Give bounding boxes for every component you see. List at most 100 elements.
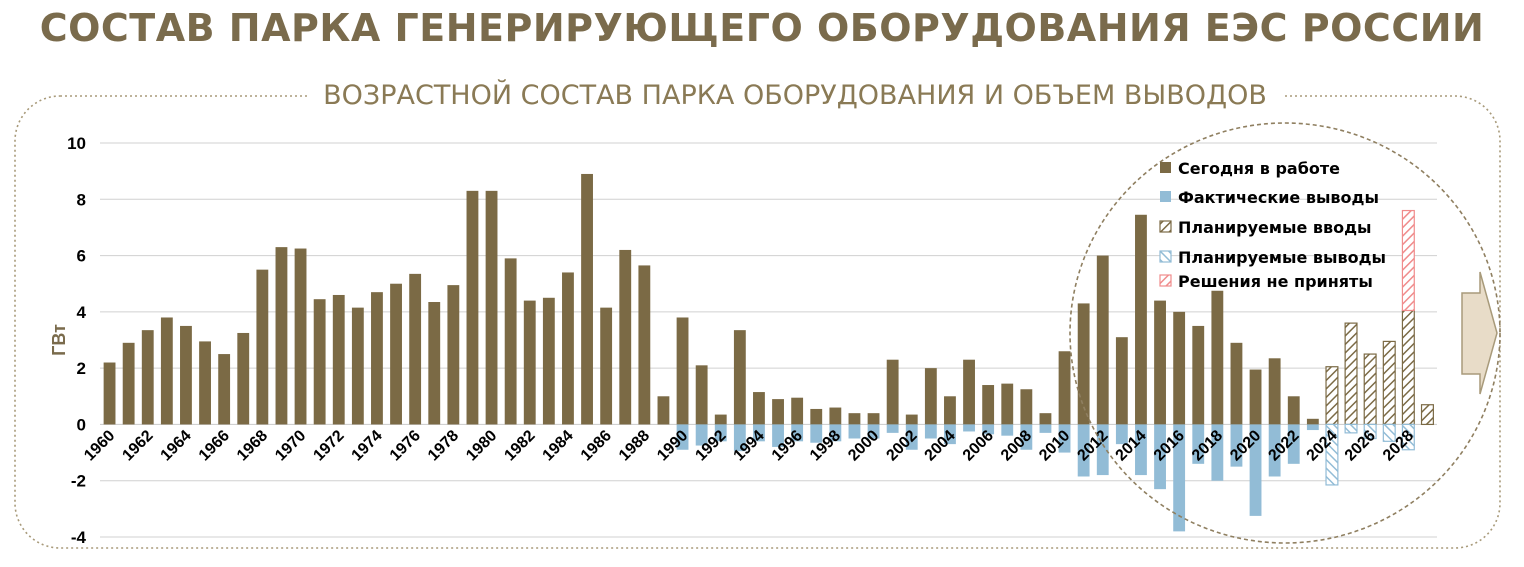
bar-1983: [542, 297, 555, 425]
bars: [103, 173, 1434, 532]
x-tick-label: 1964: [158, 427, 195, 464]
bar-2012: [1096, 424, 1109, 476]
x-tick-label: 1962: [119, 427, 156, 464]
bar-2015: [1154, 300, 1166, 425]
bar-1997: [810, 408, 823, 425]
bar-1985: [581, 173, 593, 425]
bar-2009: [1039, 424, 1052, 433]
bar-1965: [199, 341, 211, 425]
bar-1969: [275, 247, 288, 425]
bar-1989: [657, 396, 670, 425]
bar-2015: [1154, 424, 1166, 490]
bar-1980: [485, 190, 498, 425]
x-tick-label: 1966: [196, 427, 233, 464]
legend: Сегодня в работе Фактические выводы Планир…: [1159, 159, 1386, 291]
bar-2003: [924, 424, 937, 439]
bar-2000: [867, 413, 880, 425]
bar-2018: [1211, 424, 1224, 481]
bar-1962: [141, 330, 154, 425]
bar-1960: [103, 362, 116, 425]
bar-2013: [1115, 424, 1128, 445]
bar-2016: [1173, 424, 1186, 532]
y-tick-label: 8: [77, 190, 86, 209]
bar-1975: [390, 283, 402, 425]
bar-1973: [351, 307, 364, 425]
bar-2019: [1230, 342, 1243, 425]
bar-1981: [504, 258, 517, 425]
bar-2002: [905, 424, 918, 450]
bar-2004: [944, 424, 956, 445]
bar-2001: [886, 359, 899, 425]
bar-1968: [256, 269, 269, 425]
bar-1995: [772, 399, 784, 425]
bar-1982: [523, 300, 536, 425]
bar-2024: [1325, 423, 1339, 486]
bar-2005: [963, 359, 975, 425]
bar-2007: [1001, 383, 1014, 425]
x-tick-label: 1986: [578, 427, 615, 464]
bar-1995: [772, 424, 784, 447]
bar-1994: [753, 424, 765, 442]
bar-1996: [791, 397, 804, 425]
y-tick-label: 6: [77, 247, 86, 266]
x-tick-label: 1988: [616, 427, 653, 464]
bar-1970: [294, 248, 307, 425]
bar-1988: [638, 265, 651, 425]
bar-2012: [1096, 255, 1109, 425]
x-tick-label: 1980: [463, 427, 500, 464]
forecast-highlight-ellipse: [1069, 122, 1501, 544]
bar-2027: [1382, 340, 1396, 426]
bar-2021: [1268, 358, 1281, 425]
bar-1993: [733, 424, 746, 452]
bar-2023: [1306, 418, 1319, 425]
x-tick-label: 1972: [310, 427, 347, 464]
legend-swatch: [1159, 274, 1172, 287]
bar-1977: [428, 302, 441, 425]
y-tick-label: 4: [77, 303, 87, 322]
bar-2029: [1420, 404, 1434, 426]
x-tick-label: 1968: [234, 427, 271, 464]
bar-2006: [982, 424, 995, 435]
bar-1990: [676, 424, 689, 450]
bar-2025: [1344, 423, 1358, 434]
y-tick-label: 2: [77, 359, 86, 378]
bar-2008: [1020, 389, 1033, 425]
bar-1971: [313, 299, 326, 425]
bar-1993: [733, 330, 746, 425]
bar-1987: [619, 249, 632, 425]
bar-2014: [1135, 214, 1147, 425]
bar-1991: [695, 424, 708, 446]
legend-item: Планируемые выводы: [1178, 248, 1386, 267]
bar-1992: [714, 424, 727, 442]
bar-2017: [1192, 424, 1205, 464]
bar-2018: [1211, 290, 1224, 425]
bar-2004: [944, 396, 956, 425]
bar-2013: [1115, 337, 1128, 425]
y-tick-label: 0: [77, 415, 86, 434]
bar-1999: [848, 424, 861, 439]
bar-1990: [676, 317, 689, 425]
bar-2020: [1249, 424, 1262, 516]
bar-2001: [886, 424, 899, 433]
x-tick-label: 1960: [81, 427, 118, 464]
page-title: СОСТАВ ПАРКА ГЕНЕРИРУЮЩЕГО ОБОРУДОВАНИЯ …: [39, 6, 1485, 50]
bar-1974: [371, 292, 383, 425]
bar-1976: [409, 273, 422, 425]
bar-2002: [905, 414, 918, 425]
bar-2025: [1344, 322, 1358, 426]
bar-2028: [1401, 209, 1415, 312]
bar-2016: [1173, 311, 1186, 425]
bar-2010: [1058, 424, 1071, 453]
bar-2023: [1306, 424, 1319, 431]
bar-2009: [1039, 413, 1052, 425]
x-tick-label: 1974: [349, 427, 386, 464]
y-tick-label: -4: [71, 528, 87, 547]
bar-1984: [562, 272, 574, 425]
bar-1979: [466, 190, 479, 425]
bar-2010: [1058, 351, 1071, 425]
bar-1992: [714, 414, 727, 425]
bar-2011: [1077, 424, 1090, 477]
y-tick-label: -2: [71, 472, 86, 491]
arrow-right-icon: [1461, 271, 1498, 395]
bar-1991: [695, 365, 708, 425]
